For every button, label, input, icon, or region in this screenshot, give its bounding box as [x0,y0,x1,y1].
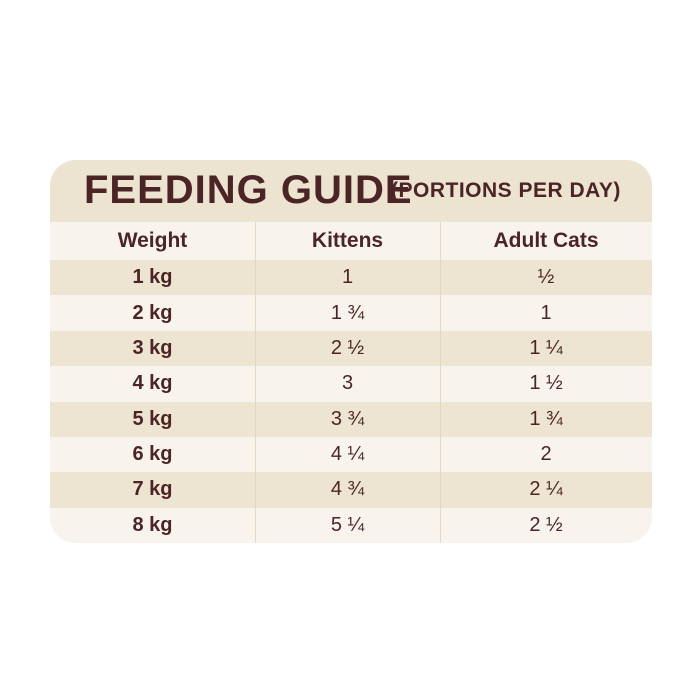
table-cell: 1 ½ [529,372,563,395]
table-cell: 1 kg [132,266,173,289]
table-cell: 2 ¼ [529,478,563,501]
table-cell: 8 kg [132,513,173,536]
table-cell: 2 ½ [330,336,365,359]
table-row: 2 kg 1 ¾ 1 [50,295,652,331]
table-cell: 1 ¾ [330,301,365,324]
table-cell: 1 ¾ [529,407,563,430]
table-row: 8 kg 5 ¼ 2 ½ [50,507,652,543]
table-row: 7 kg 4 ¾ 2 ¼ [50,472,652,508]
header-row: Weight Kittens Adult Cats [50,222,652,260]
table-cell: 1 ¼ [529,336,563,359]
table-cell: 2 kg [132,301,173,324]
table-cell: 5 kg [132,407,173,430]
table-cell: 7 kg [132,478,173,501]
title-bar: FEEDING GUIDE (PORTIONS PER DAY) [50,160,652,222]
table-cell: 3 [341,372,354,395]
table-cell: 2 ½ [529,513,563,536]
table-row: 4 kg 3 1 ½ [50,366,652,402]
header-cell: Kittens [311,229,384,252]
table-cell: 5 ¼ [330,513,365,536]
table-cell: 1 [540,301,552,324]
column-divider [440,222,441,543]
table-row: 1 kg 1 ½ [50,260,652,296]
feeding-card: FEEDING GUIDE (PORTIONS PER DAY) Weight K… [50,160,652,543]
column-divider [255,222,256,543]
table-cell: 6 kg [132,443,173,466]
table-cell: 4 ¾ [330,478,365,501]
table-row: 5 kg 3 ¾ 1 ¾ [50,401,652,437]
table-cell: 3 kg [132,336,173,359]
table-cell: 3 ¾ [330,407,365,430]
table-cell: 4 ¼ [330,443,365,466]
table-cell: ½ [537,266,555,289]
header-cell: Weight [117,229,188,252]
header-cell: Adult Cats [493,229,599,252]
table-cell: 4 kg [132,372,173,395]
table-cell: 1 [341,266,354,289]
table-cell: 2 [540,443,552,466]
subtitle: (PORTIONS PER DAY) [391,179,621,202]
title: FEEDING GUIDE [84,168,413,212]
table-row: 3 kg 2 ½ 1 ¼ [50,330,652,367]
table-row: 6 kg 4 ¼ 2 [50,436,652,473]
